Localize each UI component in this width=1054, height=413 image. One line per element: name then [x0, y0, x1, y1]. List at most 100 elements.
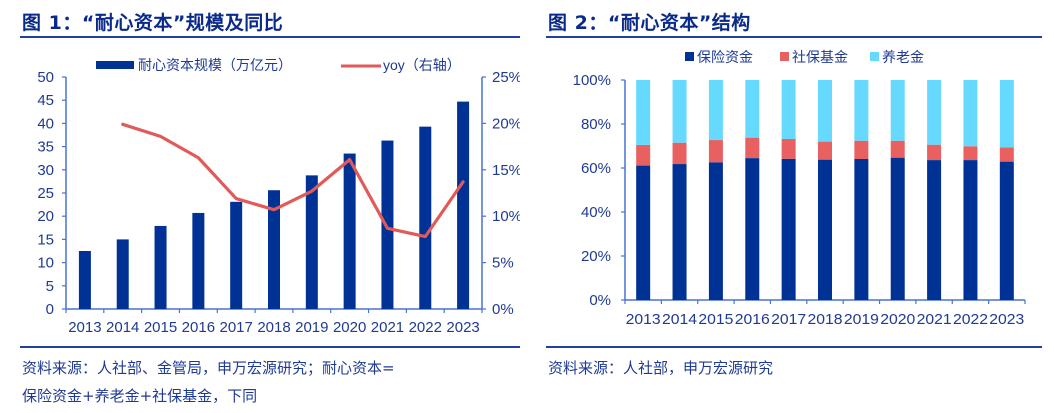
bar-2014-social-security	[672, 142, 687, 165]
left-tick-label: 5	[46, 278, 54, 295]
bar-2018	[268, 190, 280, 309]
bar-2015-social-security	[708, 140, 723, 163]
x-tick-label: 2015	[144, 319, 177, 336]
bar-2023-insurance	[999, 161, 1014, 300]
right-tick-label: 15%	[492, 162, 520, 179]
figure-1-panel: 图 1：“耐心资本”规模及同比 0 5 10 15 20 25 30 35 40 45 50 0% 5%…	[0, 0, 520, 413]
bar-2017-pension	[781, 80, 796, 139]
bar-2016-insurance	[745, 158, 760, 300]
legend-line-label: yoy（右轴）	[383, 57, 461, 73]
figure-1-title: 图 1：“耐心资本”规模及同比	[22, 12, 284, 34]
bar-2022-insurance	[963, 160, 978, 300]
left-tick-label: 40	[37, 115, 54, 132]
x-tick-label: 2020	[880, 311, 915, 328]
figure-2-source: 资料来源：人社部，申万宏源研究	[548, 359, 774, 377]
x-tick-label: 2022	[953, 311, 988, 328]
bar-2022-pension	[963, 80, 978, 147]
legend-swatch-social-security	[780, 52, 789, 61]
x-tick-label: 2017	[219, 319, 252, 336]
x-tick-label: 2013	[626, 311, 661, 328]
x-tick-label: 2018	[257, 319, 290, 336]
legend-label-social-security: 社保基金	[792, 49, 848, 65]
legend-bar-label: 耐心资本规模（万亿元）	[138, 57, 292, 73]
x-tick-label: 2021	[371, 319, 404, 336]
legend-swatch-insurance	[685, 52, 694, 61]
x-tick-label: 2016	[182, 319, 215, 336]
y-tick-label: 100%	[573, 72, 611, 89]
bar-2020-pension	[890, 80, 905, 141]
x-tick-label: 2015	[698, 311, 733, 328]
right-tick-label: 10%	[492, 208, 520, 225]
left-tick-label: 30	[37, 162, 54, 179]
bar-2019	[305, 175, 318, 309]
bar-2018-social-security	[818, 141, 832, 160]
x-tick-label: 2016	[735, 311, 770, 328]
figure-2-panel: 图 2：“耐心资本”结构 0% 20% 40% 60% 80% 100% 2013 2014 2…	[540, 0, 1054, 413]
bar-2021-insurance	[927, 160, 942, 300]
bar-2019-pension	[854, 80, 869, 141]
x-tick-label: 2019	[844, 311, 879, 328]
x-tick-label: 2023	[446, 319, 479, 336]
bar-2018-pension	[818, 80, 832, 142]
figure-1-chart: 0 5 10 15 20 25 30 35 40 45 50 0% 5% 10% 15% 20% 25% 2013…	[37, 57, 520, 336]
x-tick-label: 2020	[333, 319, 366, 336]
x-tick-label: 2023	[989, 311, 1024, 328]
y-tick-label: 20%	[581, 248, 611, 265]
bar-2013-social-security	[636, 144, 651, 166]
legend-label-pension: 养老金	[882, 49, 924, 65]
yoy-line	[121, 122, 465, 239]
bar-2014-insurance	[672, 164, 687, 300]
x-tick-label: 2018	[808, 311, 843, 328]
bar-2021-social-security	[927, 144, 942, 161]
left-tick-label: 20	[37, 208, 54, 225]
legend-label-insurance: 保险资金	[697, 49, 753, 65]
left-tick-label: 25	[37, 185, 54, 202]
bar-2020-social-security	[890, 140, 905, 158]
left-tick-label: 0	[46, 301, 54, 318]
bar-2017-social-security	[781, 138, 796, 159]
y-tick-label: 40%	[581, 204, 611, 221]
x-tick-label: 2021	[917, 311, 952, 328]
bar-2015-pension	[708, 80, 723, 141]
bar-2016	[192, 212, 205, 309]
figure-1-source-rule	[20, 346, 520, 348]
figure-2-source-rule	[546, 346, 1042, 348]
figure-1-source-line-2: 保险资金+养老金+社保基金，下同	[22, 387, 258, 405]
right-tick-label: 5%	[492, 255, 514, 272]
y-tick-label: 0%	[589, 292, 611, 309]
left-tick-label: 10	[37, 255, 54, 272]
figure-2-title-rule	[546, 36, 1042, 38]
bar-2014-pension	[672, 80, 687, 143]
right-tick-label: 0%	[492, 301, 514, 318]
bar-2023-pension	[999, 80, 1014, 148]
bar-2013-pension	[636, 80, 651, 145]
figure-1-source-line-1: 资料来源：人社部、金管局，申万宏源研究；耐心资本=	[22, 359, 395, 377]
bar-2013-insurance	[636, 165, 651, 300]
bar-2015-insurance	[708, 162, 723, 300]
left-tick-label: 15	[37, 231, 54, 248]
bar-2018-insurance	[818, 159, 832, 300]
left-tick-label: 50	[37, 69, 54, 86]
bar-2019-insurance	[854, 158, 869, 300]
x-tick-label: 2014	[662, 311, 697, 328]
bar-2019-social-security	[854, 140, 869, 159]
figure-1-title-rule	[20, 36, 520, 38]
bar-2022-social-security	[963, 146, 978, 161]
x-tick-label: 2013	[68, 319, 101, 336]
bar-2016-social-security	[745, 137, 760, 159]
bar-2021	[381, 140, 394, 309]
x-tick-label: 2014	[106, 319, 139, 336]
legend-bar-swatch	[96, 61, 134, 69]
y-tick-label: 80%	[581, 116, 611, 133]
left-tick-label: 45	[37, 92, 54, 109]
bar-2022	[419, 126, 432, 309]
bar-2017-insurance	[781, 158, 796, 300]
y-tick-label: 60%	[581, 160, 611, 177]
x-tick-label: 2022	[409, 319, 442, 336]
bar-2021-pension	[927, 80, 942, 145]
bar-2017	[230, 201, 243, 309]
legend-swatch-pension	[870, 52, 879, 61]
left-tick-label: 35	[37, 139, 54, 156]
figure-2-chart: 0%20%40%60%80%100%2013 2014 2015 2016 2017 20…	[573, 49, 1026, 328]
figure-2-title: 图 2：“耐心资本”结构	[548, 12, 751, 34]
